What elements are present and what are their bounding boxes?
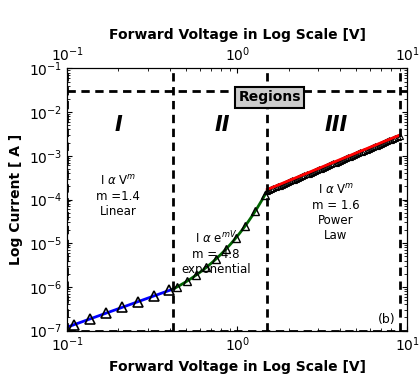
Text: I: I	[115, 115, 122, 135]
Text: I $\alpha$ V$^m$
m =1.4
Linear: I $\alpha$ V$^m$ m =1.4 Linear	[97, 174, 140, 218]
X-axis label: Forward Voltage in Log Scale [V]: Forward Voltage in Log Scale [V]	[109, 28, 366, 43]
Text: II: II	[215, 115, 231, 135]
Text: Regions: Regions	[239, 90, 301, 104]
Y-axis label: Log Current [ A ]: Log Current [ A ]	[9, 134, 23, 265]
Text: III: III	[324, 115, 347, 135]
X-axis label: Forward Voltage in Log Scale [V]: Forward Voltage in Log Scale [V]	[109, 359, 366, 374]
Text: I $\alpha$ V$^m$
m = 1.6
Power
Law: I $\alpha$ V$^m$ m = 1.6 Power Law	[312, 183, 360, 242]
Text: I $\alpha$ e$^{mV}$
m = 4.8
exponential: I $\alpha$ e$^{mV}$ m = 4.8 exponential	[181, 230, 251, 276]
Text: (b): (b)	[378, 313, 395, 326]
